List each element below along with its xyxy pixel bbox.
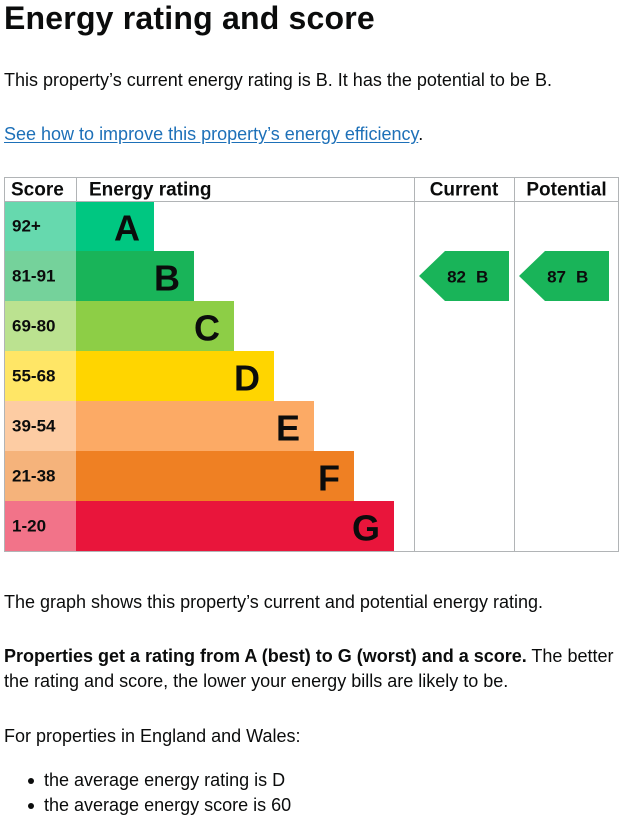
- average-score-text: the average energy score is 60: [44, 795, 292, 815]
- score-cell-b: [4, 251, 76, 301]
- score-label-g: 1-20: [12, 517, 46, 536]
- score-label-d: 55-68: [12, 367, 55, 386]
- averages-list: the average energy rating is D the avera…: [4, 768, 291, 818]
- average-rating-text: the average energy rating is D: [44, 770, 286, 790]
- properties-explanation: Properties get a rating from A (best) to…: [4, 644, 619, 694]
- energy-rating-column-header: Energy rating: [89, 180, 211, 201]
- score-label-c: 69-80: [12, 317, 55, 336]
- bullet-icon: [28, 778, 34, 784]
- rating-letter-c: C: [194, 308, 220, 349]
- rating-letter-b: B: [154, 258, 180, 299]
- improve-paragraph: See how to improve this property’s energ…: [4, 122, 423, 146]
- score-cell-e: [4, 401, 76, 451]
- rating-intro: This property’s current energy rating is…: [4, 70, 552, 90]
- current-score-value: 82: [447, 268, 466, 287]
- potential-column-header: Potential: [526, 180, 606, 201]
- rating-letter-g: G: [352, 508, 380, 549]
- improve-link-suffix: .: [418, 124, 424, 144]
- list-item: the average energy rating is D: [4, 768, 291, 793]
- england-wales-intro: For properties in England and Wales:: [4, 726, 301, 746]
- current-rating-arrow: [419, 251, 509, 301]
- rating-letter-d: D: [234, 358, 260, 399]
- score-cell-c: [4, 301, 76, 351]
- rating-bar-d: [76, 351, 274, 401]
- score-cell-f: [4, 451, 76, 501]
- score-label-f: 21-38: [12, 467, 55, 486]
- score-column-header: Score: [11, 180, 64, 201]
- potential-rating-arrow: [519, 251, 609, 301]
- rating-bar-a: [76, 201, 154, 251]
- properties-bold-text: Properties get a rating from A (best) to…: [4, 646, 527, 666]
- score-cell-a: [4, 201, 76, 251]
- score-cell-d: [4, 351, 76, 401]
- bullet-icon: [28, 803, 34, 809]
- properties-rest-text: The better the rating and score, the low…: [4, 646, 614, 691]
- score-label-a: 92+: [12, 217, 41, 236]
- energy-rating-graph: Score Energy rating Current Potential 92+ A 81…: [0, 176, 625, 556]
- current-column-header: Current: [430, 180, 499, 201]
- rating-bar-g: [76, 501, 394, 551]
- score-label-e: 39-54: [12, 417, 56, 436]
- rating-bar-b: [76, 251, 194, 301]
- rating-letter-e: E: [276, 408, 300, 449]
- rating-bar-e: [76, 401, 314, 451]
- potential-rating-letter: B: [576, 268, 588, 287]
- score-cell-g: [4, 501, 76, 551]
- graph-caption: The graph shows this property’s current …: [4, 592, 543, 612]
- score-label-b: 81-91: [12, 267, 55, 286]
- rating-letter-f: F: [318, 458, 340, 499]
- list-item: the average energy score is 60: [4, 793, 291, 818]
- rating-bar-f: [76, 451, 354, 501]
- energy-rating-svg: Score Energy rating Current Potential 92+ A 81…: [4, 177, 619, 552]
- rating-letter-a: A: [114, 208, 140, 249]
- rating-bar-c: [76, 301, 234, 351]
- improve-efficiency-link[interactable]: See how to improve this property’s energ…: [4, 124, 419, 144]
- current-rating-letter: B: [476, 268, 488, 287]
- potential-score-value: 87: [547, 268, 566, 287]
- page-title: Energy rating and score: [4, 0, 375, 36]
